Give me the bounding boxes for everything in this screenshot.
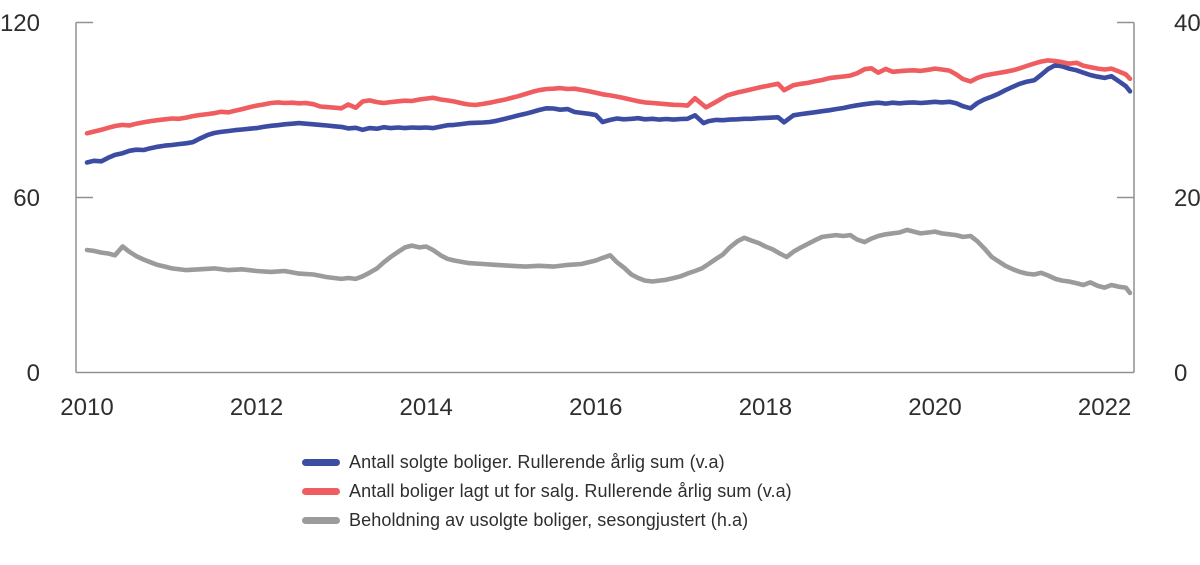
- x-axis-tick-label: 2018: [739, 394, 792, 421]
- legend-item-solgte: Antall solgte boliger. Rullerende årlig …: [302, 448, 792, 477]
- x-axis-tick-label: 2012: [230, 394, 283, 421]
- legend-swatch-gray-line: [302, 517, 340, 524]
- legend-label-lagt-ut: Antall boliger lagt ut for salg. Rullere…: [349, 481, 792, 501]
- series-line-lagt-ut: [84, 58, 1133, 136]
- legend-label-solgte: Antall solgte boliger. Rullerende årlig …: [349, 452, 725, 472]
- series-line-solgte: [84, 62, 1133, 165]
- x-axis-tick-label: 2016: [569, 394, 622, 421]
- y-axis-right-tick-label: 0: [1174, 360, 1187, 387]
- x-axis-tick-label: 2022: [1078, 394, 1131, 421]
- legend-swatch-blue-line: [302, 459, 340, 466]
- legend-item-usolgte: Beholdning av usolgte boliger, sesongjus…: [302, 506, 792, 535]
- y-axis-right-tick-label: 40: [1174, 10, 1200, 37]
- line-chart-canvas: 0 60 120 0 20 40 2010 2012 2014 2016 2018 2020 2022: [0, 10, 1200, 421]
- x-axis-tick-label: 2014: [400, 394, 453, 421]
- y-axis-left-tick-label: 0: [27, 360, 40, 387]
- x-axis-tick-label: 2010: [60, 394, 113, 421]
- y-axis-left-tick-label: 60: [13, 185, 40, 212]
- chart-legend: Antall solgte boliger. Rullerende årlig …: [302, 448, 792, 535]
- series-line-usolgte: [84, 227, 1133, 296]
- legend-item-lagt-ut: Antall boliger lagt ut for salg. Rullere…: [302, 477, 792, 506]
- legend-label-usolgte: Beholdning av usolgte boliger, sesongjus…: [349, 510, 749, 530]
- y-axis-left-tick-label: 120: [0, 10, 40, 37]
- legend-swatch-red-line: [302, 488, 340, 495]
- x-axis-tick-label: 2020: [908, 394, 961, 421]
- y-axis-right-tick-label: 20: [1174, 185, 1200, 212]
